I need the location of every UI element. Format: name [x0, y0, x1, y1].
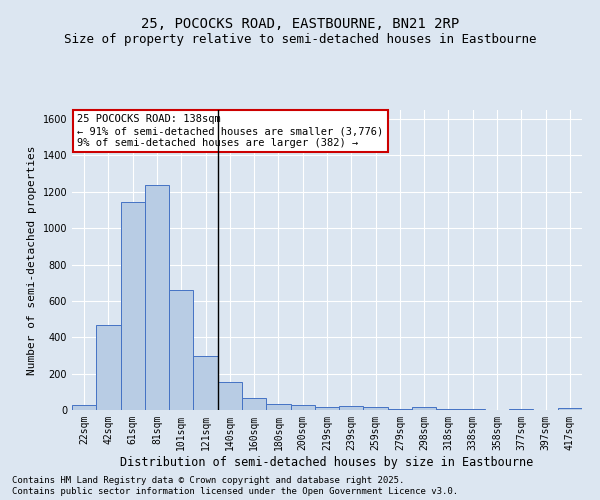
Bar [339, 406, 364, 410]
Bar [461, 409, 485, 410]
Text: Size of property relative to semi-detached houses in Eastbourne: Size of property relative to semi-detach… [64, 32, 536, 46]
Bar [218, 382, 242, 410]
Y-axis label: Number of semi-detached properties: Number of semi-detached properties [27, 145, 37, 375]
Bar [364, 408, 388, 410]
Bar [509, 409, 533, 410]
Bar [169, 290, 193, 410]
X-axis label: Distribution of semi-detached houses by size in Eastbourne: Distribution of semi-detached houses by … [121, 456, 533, 468]
Bar [121, 202, 145, 410]
Bar [412, 408, 436, 410]
Text: Contains public sector information licensed under the Open Government Licence v3: Contains public sector information licen… [12, 488, 458, 496]
Bar [145, 186, 169, 410]
Bar [558, 408, 582, 410]
Bar [315, 408, 339, 410]
Bar [436, 409, 461, 410]
Bar [266, 404, 290, 410]
Bar [193, 356, 218, 410]
Bar [290, 404, 315, 410]
Text: Contains HM Land Registry data © Crown copyright and database right 2025.: Contains HM Land Registry data © Crown c… [12, 476, 404, 485]
Text: 25 POCOCKS ROAD: 138sqm
← 91% of semi-detached houses are smaller (3,776)
9% of : 25 POCOCKS ROAD: 138sqm ← 91% of semi-de… [77, 114, 383, 148]
Bar [242, 398, 266, 410]
Bar [388, 409, 412, 410]
Text: 25, POCOCKS ROAD, EASTBOURNE, BN21 2RP: 25, POCOCKS ROAD, EASTBOURNE, BN21 2RP [141, 18, 459, 32]
Bar [96, 324, 121, 410]
Bar [72, 406, 96, 410]
